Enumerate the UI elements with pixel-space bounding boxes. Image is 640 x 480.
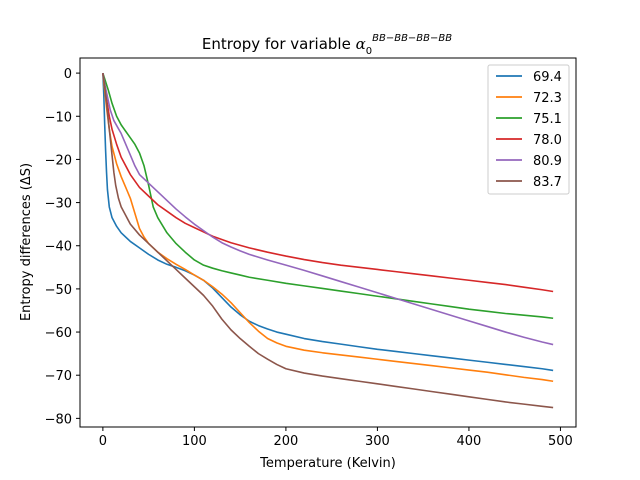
y-tick-label: 0 (64, 67, 72, 82)
legend-label: 69.4 (533, 70, 562, 85)
x-tick-label: 100 (182, 434, 207, 449)
series-line-72-3 (102, 73, 554, 383)
y-tick-label: −40 (45, 240, 72, 255)
legend-label: 78.0 (533, 133, 562, 148)
x-tick-label: 0 (99, 434, 107, 449)
chart-title-text: Entropy for variable (202, 35, 356, 53)
chart-title-subscript: 0 (366, 46, 372, 57)
legend-label: 83.7 (533, 175, 562, 190)
y-tick-label: −20 (45, 153, 72, 168)
y-axis-label: Entropy differences (ΔS) (19, 163, 34, 321)
axis-ticks: 0 100 200 300 400 500 0 −10 −20 −30 −40 −50 −60 −70 −8… (45, 67, 573, 449)
legend-label: 75.1 (533, 112, 562, 127)
series-line-80-9 (102, 72, 554, 346)
chart-title: Entropy for variable α0BB−BB−BB−BB (202, 33, 452, 57)
y-tick-label: −70 (45, 369, 72, 384)
series-line-69-4 (102, 73, 554, 372)
x-tick-label: 400 (457, 434, 482, 449)
series-line-83-7 (102, 72, 554, 409)
x-axis-label: Temperature (Kelvin) (259, 456, 396, 471)
x-tick-label: 500 (548, 434, 573, 449)
legend-label: 72.3 (533, 91, 562, 106)
y-tick-label: −10 (45, 110, 72, 125)
y-tick-label: −80 (45, 412, 72, 427)
chart-title-superscript: BB−BB−BB−BB (372, 33, 452, 44)
legend-label: 80.9 (533, 154, 562, 169)
series-lines (102, 72, 554, 409)
plot-area (79, 57, 577, 428)
y-tick-label: −60 (45, 326, 72, 341)
y-tick-label: −50 (45, 283, 72, 298)
y-tick-label: −30 (45, 197, 72, 212)
chart-title-symbol: α (356, 35, 366, 53)
series-line-75-1 (102, 72, 554, 320)
series-line-78-0 (102, 72, 554, 293)
x-tick-label: 200 (273, 434, 298, 449)
x-tick-label: 300 (365, 434, 390, 449)
legend: 69.4 72.3 75.1 78.0 80.9 83.7 (487, 64, 570, 195)
